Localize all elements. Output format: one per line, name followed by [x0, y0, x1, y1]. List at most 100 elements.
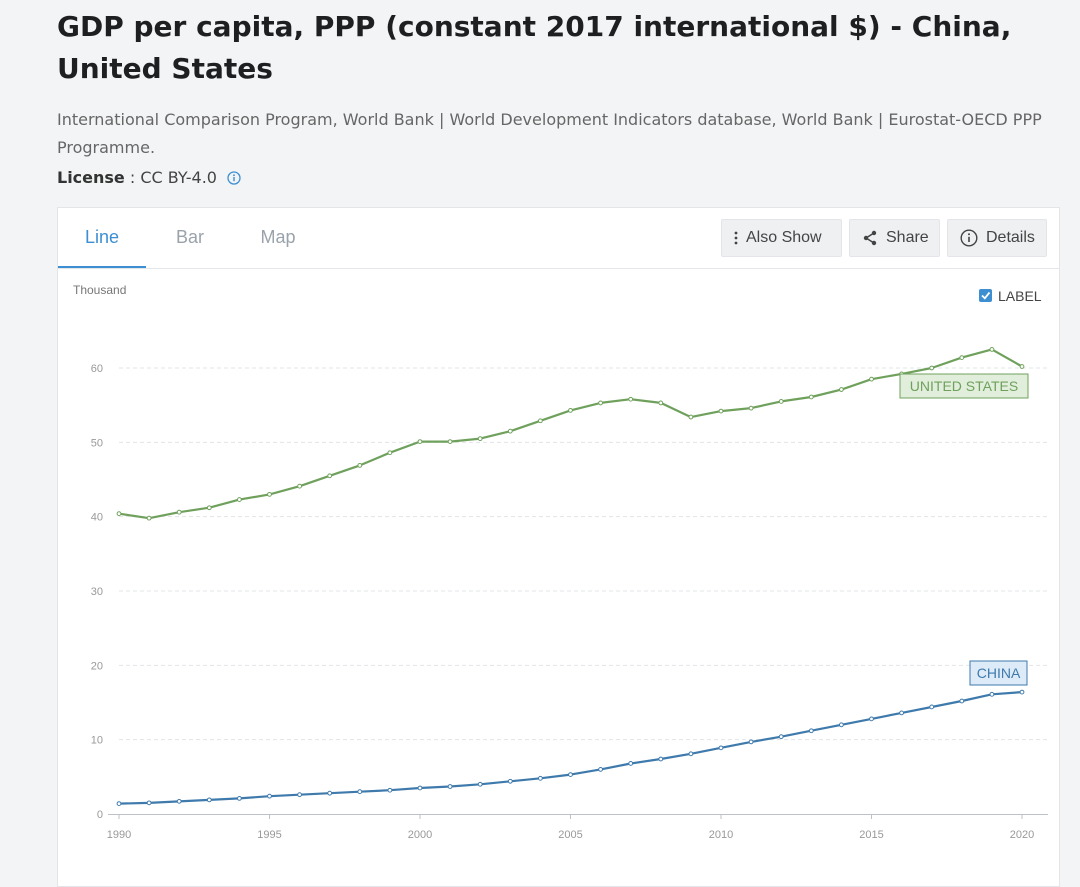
data-point-united-states[interactable] — [267, 491, 272, 497]
data-point-united-states[interactable] — [237, 497, 242, 502]
tab-bar[interactable]: Bar — [175, 227, 204, 247]
data-point-united-states[interactable] — [116, 511, 122, 517]
y-tick-label: 10 — [91, 735, 103, 747]
data-point-united-states[interactable] — [146, 515, 152, 521]
chart-tabs: Line Bar Map — [58, 208, 322, 268]
data-point-united-states[interactable] — [869, 376, 874, 382]
x-axis: 1990 1995 2000 2005 2010 2015 2020 — [107, 814, 1048, 841]
data-point-china[interactable] — [176, 798, 182, 804]
label-checkbox[interactable] — [979, 289, 992, 302]
grid — [119, 367, 1048, 741]
data-point-china[interactable] — [718, 745, 724, 751]
data-point-china[interactable] — [267, 793, 272, 799]
data-point-united-states[interactable] — [658, 400, 664, 406]
data-point-united-states[interactable] — [808, 394, 814, 400]
line-chart: Thousand LABEL 0 10 20 30 40 50 60 1990 1995 200… — [73, 283, 1048, 841]
data-point-china[interactable] — [808, 728, 814, 734]
share-label: Share — [886, 229, 929, 246]
license-row: License : CC BY-4.0 — [57, 166, 241, 190]
data-point-china[interactable] — [327, 790, 333, 796]
info-icon[interactable] — [227, 171, 241, 185]
y-tick-label: 60 — [91, 363, 103, 375]
data-point-china[interactable] — [989, 691, 995, 697]
series-group — [116, 347, 1025, 806]
data-point-china[interactable] — [206, 797, 212, 803]
data-point-china[interactable] — [477, 781, 483, 787]
details-button[interactable]: Details — [947, 219, 1047, 257]
x-tick-label: 2000 — [408, 829, 432, 841]
data-point-china[interactable] — [447, 784, 453, 789]
checkmark-icon — [981, 291, 991, 300]
data-point-china[interactable] — [507, 778, 513, 784]
x-tick-label: 2020 — [1010, 829, 1034, 841]
y-tick-label: 20 — [91, 660, 103, 672]
data-point-china[interactable] — [297, 792, 303, 798]
data-point-china[interactable] — [387, 787, 393, 793]
data-point-united-states[interactable] — [206, 505, 212, 511]
data-point-united-states[interactable] — [297, 483, 303, 489]
data-point-china[interactable] — [748, 739, 754, 745]
data-point-china[interactable] — [869, 716, 874, 722]
data-point-china[interactable] — [1019, 689, 1025, 695]
data-point-china[interactable] — [538, 775, 543, 781]
data-point-china[interactable] — [839, 722, 844, 728]
data-point-china[interactable] — [568, 772, 573, 778]
series-line-united-states[interactable] — [118, 348, 1023, 520]
series-line-china[interactable] — [118, 691, 1023, 805]
data-point-china[interactable] — [628, 761, 634, 766]
data-point-united-states[interactable] — [1019, 364, 1025, 369]
license-label: License — [57, 168, 125, 187]
more-vertical-icon — [734, 231, 738, 245]
data-point-united-states[interactable] — [176, 509, 182, 515]
data-point-united-states[interactable] — [507, 428, 513, 434]
data-point-united-states[interactable] — [748, 405, 754, 411]
data-point-united-states[interactable] — [387, 450, 393, 456]
label-toggle[interactable]: LABEL — [979, 288, 1042, 304]
data-point-united-states[interactable] — [628, 396, 634, 402]
x-tick-label: 1995 — [257, 829, 281, 841]
data-point-united-states[interactable] — [417, 439, 423, 444]
data-point-china[interactable] — [658, 756, 664, 762]
x-tick-label: 2015 — [859, 829, 883, 841]
y-tick-label: 40 — [91, 512, 103, 524]
tab-map[interactable]: Map — [260, 227, 296, 247]
tab-line[interactable]: Line — [58, 208, 146, 268]
data-point-united-states[interactable] — [327, 473, 333, 479]
data-point-united-states[interactable] — [447, 439, 453, 444]
data-point-united-states[interactable] — [568, 407, 573, 413]
page-title: GDP per capita, PPP (constant 2017 inter… — [57, 10, 1012, 85]
data-point-china[interactable] — [417, 785, 423, 791]
data-point-united-states[interactable] — [598, 400, 603, 406]
data-point-china[interactable] — [688, 751, 694, 757]
data-point-united-states[interactable] — [839, 387, 844, 392]
data-point-china[interactable] — [357, 789, 363, 795]
series-label-box — [969, 660, 1028, 686]
data-point-china[interactable] — [146, 800, 152, 806]
y-axis: 0 10 20 30 40 50 60 — [91, 363, 103, 821]
data-point-united-states[interactable] — [778, 399, 784, 404]
data-point-united-states[interactable] — [929, 365, 935, 371]
y-tick-label: 30 — [91, 586, 103, 598]
data-point-united-states[interactable] — [959, 355, 965, 360]
data-point-united-states[interactable] — [477, 436, 483, 442]
data-point-china[interactable] — [237, 795, 242, 801]
x-tick-label: 2010 — [709, 829, 733, 841]
data-point-china[interactable] — [116, 801, 122, 806]
data-point-china[interactable] — [959, 698, 965, 704]
data-point-united-states[interactable] — [538, 418, 543, 424]
also-show-button[interactable]: Also Show — [721, 219, 842, 257]
data-point-china[interactable] — [899, 710, 904, 716]
data-point-united-states[interactable] — [357, 462, 363, 468]
y-tick-label: 0 — [97, 809, 103, 821]
x-tick-label: 1990 — [107, 829, 131, 841]
data-point-china[interactable] — [598, 767, 603, 772]
share-button[interactable]: Share — [849, 219, 940, 257]
series-label-text: UNITED STATES — [910, 378, 1018, 394]
data-point-china[interactable] — [778, 734, 784, 740]
data-point-united-states[interactable] — [718, 408, 724, 414]
data-point-united-states[interactable] — [688, 414, 694, 420]
x-tick-label: 2005 — [558, 829, 582, 841]
data-point-china[interactable] — [929, 704, 935, 710]
data-point-united-states[interactable] — [989, 347, 995, 352]
also-show-label: Also Show — [746, 229, 822, 246]
